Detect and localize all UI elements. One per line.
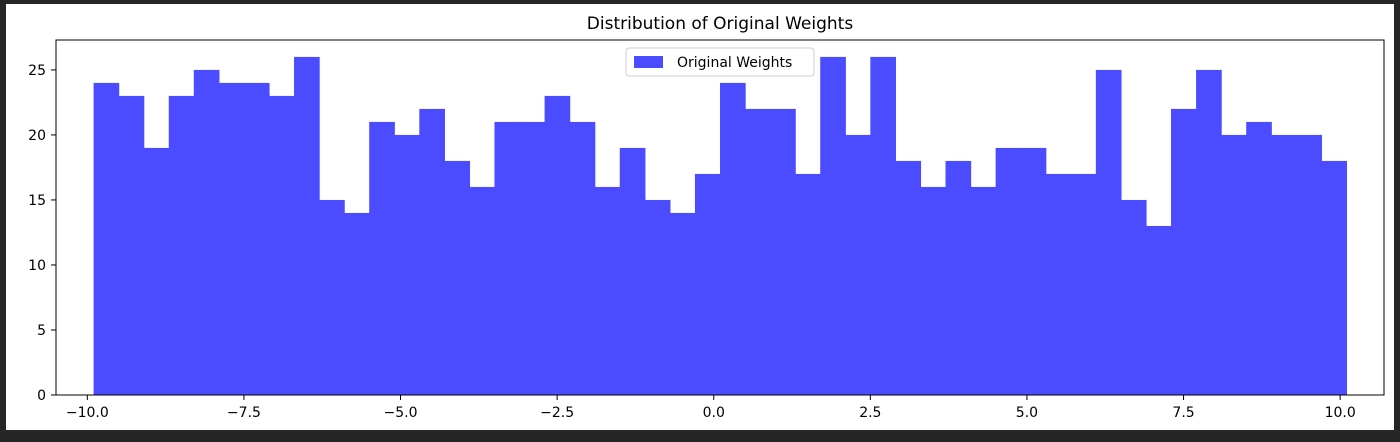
histogram-bar	[419, 108, 445, 396]
histogram-bar	[1321, 160, 1348, 395]
histogram-bar	[544, 95, 571, 396]
x-tick-label: 7.5	[1172, 405, 1194, 421]
histogram-bar	[1196, 69, 1222, 396]
histogram-bar	[745, 108, 771, 396]
y-tick-label: 20	[28, 128, 46, 144]
histogram-bar	[168, 95, 195, 396]
histogram-bars	[93, 56, 1348, 396]
histogram-bar	[369, 121, 395, 395]
histogram-bar	[1020, 147, 1047, 395]
x-tick-label: −5.0	[384, 405, 418, 421]
histogram-bar	[1045, 173, 1072, 395]
histogram-bar	[895, 160, 922, 395]
x-tick-label: 5.0	[1016, 405, 1038, 421]
histogram-bar	[820, 56, 846, 396]
histogram-bar	[870, 56, 896, 396]
x-tick-label: 10.0	[1325, 405, 1356, 421]
histogram-bar	[920, 186, 947, 395]
histogram-bar	[1221, 134, 1247, 395]
histogram-bar	[268, 95, 295, 396]
histogram-bar	[319, 199, 345, 395]
legend-box	[625, 47, 815, 77]
y-tick-label: 25	[28, 63, 46, 79]
histogram-bar	[1070, 173, 1097, 395]
histogram-bar	[619, 147, 646, 395]
y-tick-label: 5	[37, 323, 46, 339]
x-tick-label: −7.5	[227, 405, 261, 421]
x-axis: −10.0 −7.5 −5.0 −2.5 0.0 2.5 5.0 7.5 10.0	[66, 395, 1356, 421]
legend: Original Weights	[625, 47, 815, 77]
histogram-bar	[494, 121, 521, 395]
chart-title: Distribution of Original Weights	[587, 14, 854, 34]
histogram-bar	[519, 121, 546, 395]
legend-swatch	[634, 56, 663, 68]
histogram-bar	[1296, 134, 1322, 395]
histogram-bar	[294, 56, 320, 396]
legend-label: Original Weights	[677, 55, 792, 71]
chart-figure: Distribution of Original Weights −10.0 −7…	[6, 4, 1394, 430]
histogram-bar	[644, 199, 671, 395]
histogram-bar	[770, 108, 796, 396]
histogram-bar	[1171, 108, 1197, 396]
x-tick-label: −2.5	[540, 405, 574, 421]
histogram-bar	[444, 160, 471, 395]
y-tick-label: 10	[28, 258, 46, 274]
x-tick-label: −10.0	[66, 405, 109, 421]
y-tick-label: 15	[28, 193, 46, 209]
histogram-bar	[795, 173, 821, 395]
histogram-bar	[394, 134, 420, 395]
histogram-bar	[243, 82, 270, 396]
plot-area-frame	[55, 39, 1385, 396]
histogram-bar	[1271, 134, 1297, 395]
histogram-bar	[694, 173, 721, 395]
histogram-bar	[344, 212, 370, 395]
histogram-bar	[1120, 199, 1147, 395]
histogram-bar	[845, 134, 871, 395]
histogram-bar	[569, 121, 596, 395]
histogram-bar	[218, 82, 245, 396]
histogram-bar	[970, 186, 997, 395]
histogram-bar	[1145, 225, 1172, 395]
histogram-bar	[118, 95, 145, 396]
histogram-bar	[469, 186, 496, 395]
histogram-bar	[1095, 69, 1122, 396]
histogram-bar	[995, 147, 1022, 395]
histogram-bar	[143, 147, 170, 395]
x-tick-label: 2.5	[859, 405, 881, 421]
y-axis: 0 5 10 15 20 25	[28, 63, 56, 404]
histogram-bar	[669, 212, 696, 395]
histogram-bar	[594, 186, 621, 395]
histogram-bar	[193, 69, 220, 396]
histogram-bar	[1246, 121, 1272, 395]
x-tick-label: 0.0	[703, 405, 725, 421]
histogram-bar	[93, 82, 120, 396]
y-tick-label: 0	[37, 388, 46, 404]
histogram-bar	[945, 160, 972, 395]
histogram-bar	[720, 82, 746, 396]
histogram-chart: Distribution of Original Weights −10.0 −7…	[28, 14, 1385, 421]
